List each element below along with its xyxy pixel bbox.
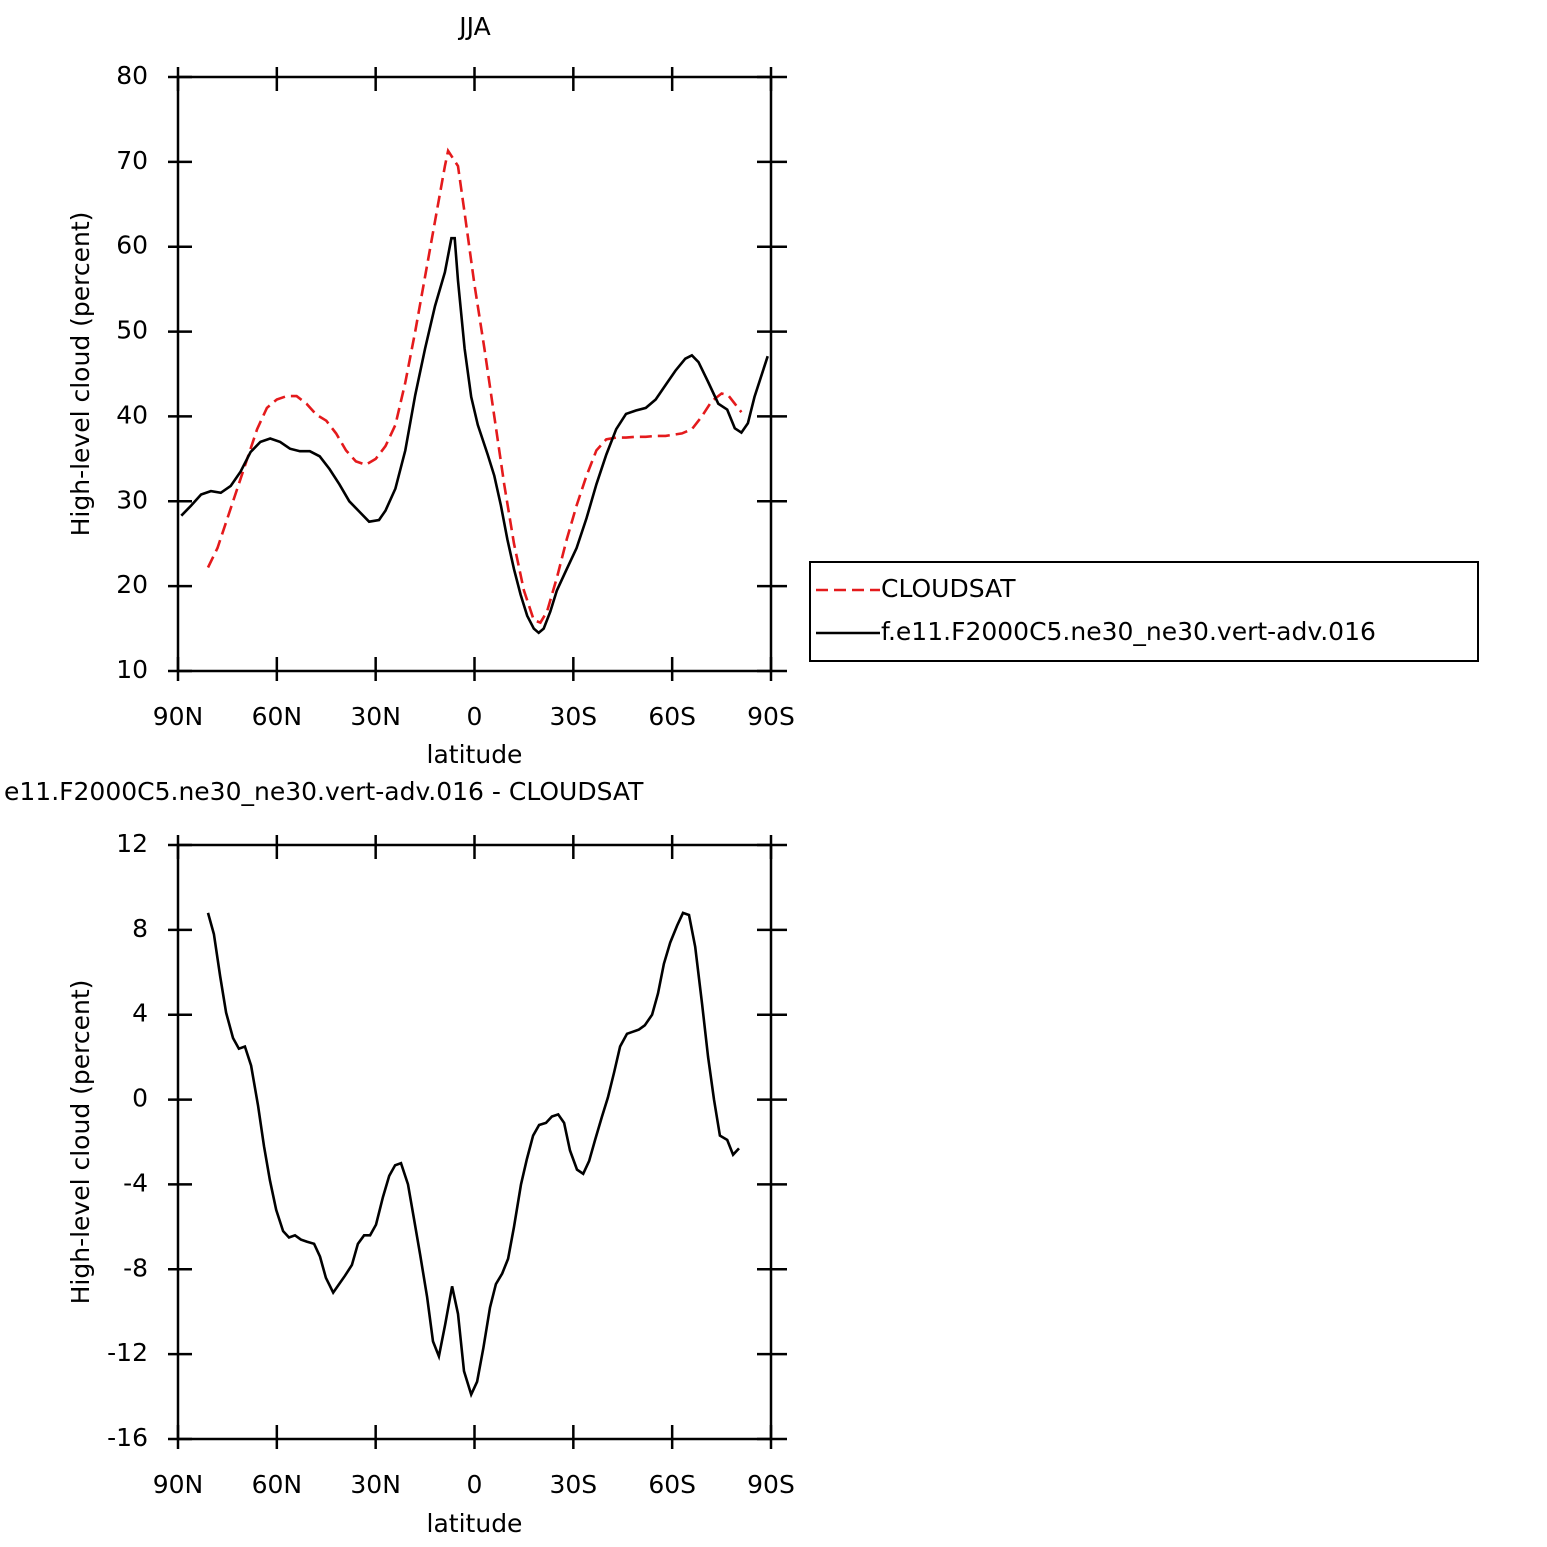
x-tick-label: 30N bbox=[350, 702, 401, 731]
legend-label: CLOUDSAT bbox=[881, 574, 1016, 603]
x-tick-label: 90S bbox=[747, 702, 795, 731]
y-tick-label: 80 bbox=[116, 61, 148, 90]
x-tick-label: 90N bbox=[153, 702, 204, 731]
y-tick-label: 50 bbox=[116, 316, 148, 345]
y-tick-label: 4 bbox=[132, 999, 148, 1028]
x-tick-label: 0 bbox=[467, 702, 483, 731]
y-tick-label: 12 bbox=[116, 829, 148, 858]
y-tick-label: -4 bbox=[123, 1168, 148, 1197]
x-tick-label: 60N bbox=[252, 702, 303, 731]
y-tick-label: 20 bbox=[116, 570, 148, 599]
plot-frame bbox=[176, 843, 773, 1441]
y-tick-label: 8 bbox=[132, 914, 148, 943]
x-tick-label: 60N bbox=[252, 1470, 303, 1499]
legend: CLOUDSAT f.e11.F2000C5.ne30_ne30.vert-adv… bbox=[809, 561, 1479, 662]
y-tick-label: 70 bbox=[116, 146, 148, 175]
y-tick-label: 30 bbox=[116, 485, 148, 514]
plot-frame bbox=[176, 75, 773, 673]
y-tick-label: 40 bbox=[116, 400, 148, 429]
x-tick-label: 30S bbox=[549, 1470, 597, 1499]
x-tick-label: 90N bbox=[153, 1470, 204, 1499]
legend-label: f.e11.F2000C5.ne30_ne30.vert-adv.016 bbox=[881, 617, 1376, 646]
chart-title: JJA bbox=[457, 12, 490, 41]
y-tick-label: 10 bbox=[116, 655, 148, 684]
data-line bbox=[206, 911, 740, 1399]
y-tick-label: 60 bbox=[116, 231, 148, 260]
legend-box bbox=[809, 561, 1479, 662]
y-tick-label: -12 bbox=[107, 1338, 148, 1367]
y-tick-label: 0 bbox=[132, 1084, 148, 1113]
x-tick-label: 60S bbox=[648, 1470, 696, 1499]
data-line bbox=[180, 236, 769, 635]
x-axis-label: latitude bbox=[427, 740, 523, 769]
x-tick-label: 30N bbox=[350, 1470, 401, 1499]
x-tick-label: 30S bbox=[549, 702, 597, 731]
x-axis-label: latitude bbox=[427, 1509, 523, 1538]
data-line bbox=[206, 147, 743, 625]
chart-title: e11.F2000C5.ne30_ne30.vert-adv.016 - CLO… bbox=[4, 777, 644, 806]
y-axis-label: High-level cloud (percent) bbox=[66, 980, 95, 1305]
y-tick-label: -16 bbox=[107, 1423, 148, 1452]
x-tick-label: 0 bbox=[467, 1470, 483, 1499]
y-tick-label: -8 bbox=[123, 1253, 148, 1282]
x-tick-label: 60S bbox=[648, 702, 696, 731]
x-tick-label: 90S bbox=[747, 1470, 795, 1499]
y-axis-label: High-level cloud (percent) bbox=[66, 212, 95, 537]
